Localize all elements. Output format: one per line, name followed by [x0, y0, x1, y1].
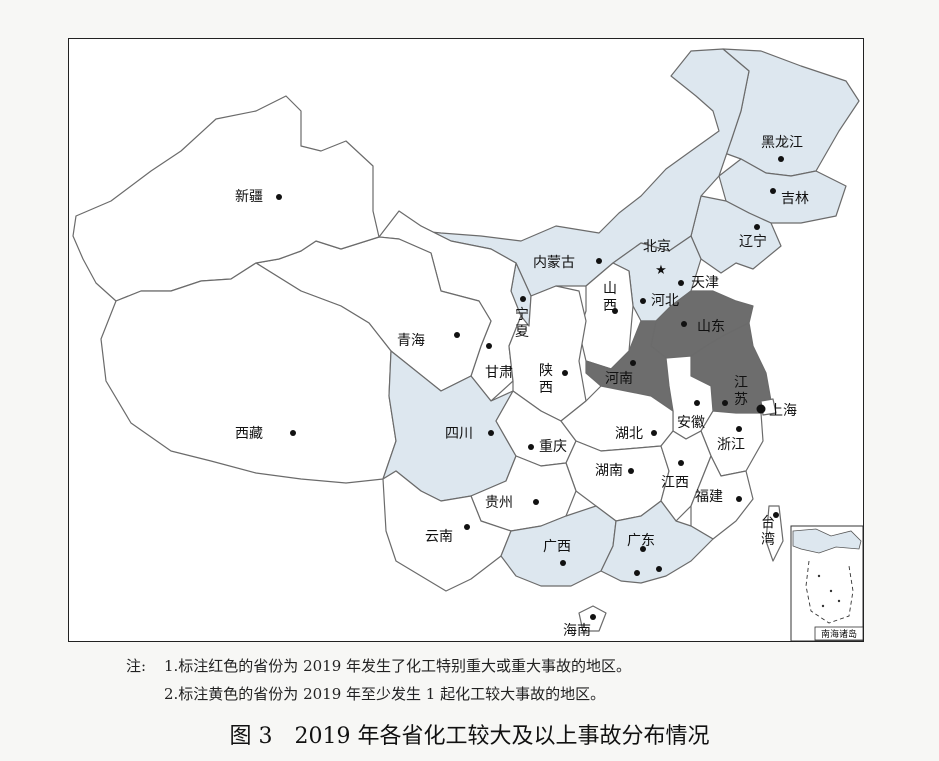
- province-marker-tianjin: [678, 280, 684, 286]
- province-marker-gansu: [486, 343, 492, 349]
- province-marker-heilongjiang: [778, 156, 784, 162]
- map-frame: ★ 黑龙江吉林辽宁内蒙古 北京天津 河北 山西山东河南 江苏上海安徽 浙江 宁夏甘肃 青海 新疆…: [68, 38, 864, 642]
- province-marker-anhui: [694, 400, 700, 406]
- province-label-shandong: 山东: [697, 319, 725, 335]
- province-label-hainan: 海南: [563, 623, 591, 639]
- inset-coastline: [792, 528, 862, 554]
- province-label-fujian: 福建: [695, 489, 723, 505]
- province-label-xizang: 西藏: [235, 426, 263, 442]
- province-marker-ningxia: [520, 296, 526, 302]
- province-marker-hebei: [640, 298, 646, 304]
- province-marker-qinghai: [454, 332, 460, 338]
- inset-island: [837, 599, 841, 603]
- province-label-hebei: 河北: [651, 293, 679, 309]
- province-marker-xizang: [290, 430, 296, 436]
- province-label-guizhou: 贵州: [485, 495, 513, 511]
- province-label-taiwan: 台湾: [761, 515, 775, 548]
- province-label-liaoning: 辽宁: [739, 233, 767, 250]
- coastal-marker: [634, 570, 640, 576]
- province-label-heilongjiang: 黑龙江: [761, 135, 803, 151]
- province-taiwan: [765, 505, 784, 562]
- province-marker-shanxi: [612, 308, 618, 314]
- province-marker-jiangxi: [678, 460, 684, 466]
- province-label-guangxi: 广西: [543, 539, 571, 555]
- province-marker-chongqing: [528, 444, 534, 450]
- province-marker-shandong: [681, 321, 687, 327]
- figure-caption: 图 3 2019 年各省化工较大及以上事故分布情况: [0, 718, 939, 750]
- province-label-beijing: 北京: [643, 239, 671, 255]
- province-marker-neimenggu: [596, 258, 602, 264]
- province-marker-sichuan: [488, 430, 494, 436]
- province-label-xinjiang: 新疆: [235, 189, 263, 205]
- inset-island: [821, 604, 825, 608]
- province-label-henan: 河南: [605, 371, 633, 387]
- province-label-jiangsu: 江苏: [734, 375, 748, 408]
- province-label-zhejiang: 浙江: [717, 437, 745, 453]
- province-label-sichuan: 四川: [445, 426, 473, 442]
- province-label-shaanxi: 陕西: [539, 363, 553, 396]
- province-marker-guizhou: [533, 499, 539, 505]
- province-label-neimenggu: 内蒙古: [533, 255, 575, 271]
- province-label-jiangxi: 江西: [661, 475, 689, 491]
- province-marker-shanghai: [756, 404, 766, 414]
- province-label-guangdong: 广东: [627, 533, 655, 549]
- province-marker-jilin: [770, 188, 776, 194]
- province-label-qinghai: 青海: [397, 333, 425, 349]
- province-marker-hubei: [651, 430, 657, 436]
- province-label-shanxi: 山西: [603, 281, 617, 314]
- province-label-ningxia: 宁夏: [515, 306, 529, 340]
- province-label-gansu: 甘肃: [485, 365, 513, 381]
- inset-caption-box: [814, 626, 863, 641]
- note-prefix: 注:: [126, 657, 147, 675]
- inset-island: [817, 574, 821, 578]
- coastal-marker: [656, 566, 662, 572]
- province-marker-zhejiang: [736, 426, 742, 432]
- inset-dashed-line: [805, 560, 854, 624]
- inset-island: [829, 589, 833, 593]
- inset-caption: 南海诸岛: [821, 628, 857, 640]
- note-line-1: 1.标注红色的省份为 2019 年发生了化工特别重大或重大事故的地区。: [164, 657, 632, 675]
- figure-number: 图 3: [229, 724, 273, 749]
- capital-star-icon: ★: [655, 263, 667, 278]
- province-label-jilin: 吉林: [781, 191, 809, 207]
- province-marker-xinjiang: [276, 194, 282, 200]
- province-marker-henan: [630, 360, 636, 366]
- province-marker-guangxi: [560, 560, 566, 566]
- south-china-sea-inset: 南海诸岛: [790, 525, 863, 641]
- note-line-2: 2.标注黄色的省份为 2019 年至少发生 1 起化工较大事故的地区。: [164, 685, 606, 703]
- province-label-anhui: 安徽: [677, 415, 705, 431]
- province-marker-hunan: [628, 468, 634, 474]
- province-marker-shaanxi: [562, 370, 568, 376]
- province-marker-taiwan: [773, 512, 779, 518]
- province-marker-fujian: [736, 496, 742, 502]
- province-label-shanghai: 上海: [769, 403, 797, 419]
- province-marker-yunnan: [464, 524, 470, 530]
- province-label-chongqing: 重庆: [539, 439, 567, 455]
- province-guangdong: [600, 500, 714, 584]
- province-marker-hainan: [590, 614, 596, 620]
- province-label-hunan: 湖南: [595, 463, 623, 479]
- province-marker-guangdong: [640, 546, 646, 552]
- province-label-hubei: 湖北: [615, 426, 643, 442]
- province-label-yunnan: 云南: [425, 529, 453, 545]
- province-marker-liaoning: [754, 224, 760, 230]
- figure-title: 2019 年各省化工较大及以上事故分布情况: [294, 724, 710, 749]
- province-marker-jiangsu: [722, 400, 728, 406]
- province-label-tianjin: 天津: [691, 275, 719, 291]
